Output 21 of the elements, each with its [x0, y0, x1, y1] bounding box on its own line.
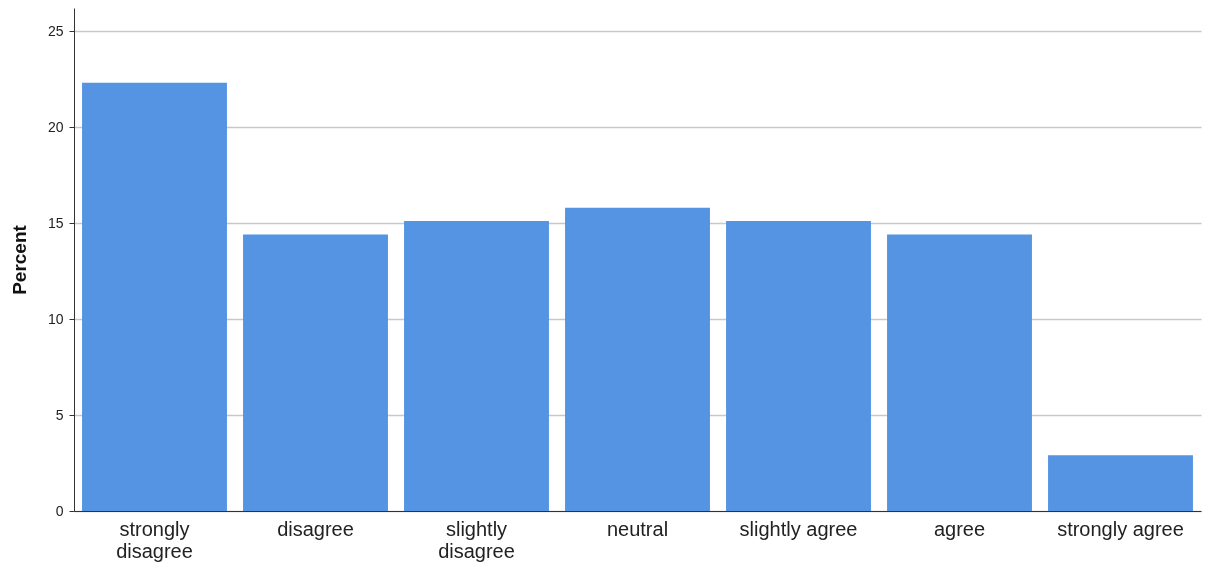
bar	[82, 82, 227, 511]
y-tick-label: 0	[55, 502, 64, 519]
x-tick-label: strongly disagree	[116, 517, 193, 562]
y-tick-label: 10	[47, 310, 64, 327]
x-tick-label: disagree	[277, 517, 354, 540]
y-axis-title: Percent	[8, 224, 30, 295]
x-tick-label: neutral	[606, 517, 669, 540]
y-tick-label: 15	[47, 214, 64, 231]
bar	[243, 234, 388, 511]
bar	[1048, 455, 1193, 511]
bar	[404, 221, 549, 511]
y-tick-label: 25	[47, 22, 64, 39]
x-tick-label: agree	[933, 517, 986, 540]
x-tick-label: strongly agree	[1057, 517, 1184, 540]
bar	[726, 221, 871, 511]
bar	[565, 207, 710, 511]
y-tick-label: 5	[55, 406, 64, 423]
bar	[887, 234, 1032, 511]
x-tick-label: slightly agree	[739, 517, 858, 540]
y-tick-label: 20	[47, 118, 64, 135]
x-tick-label: slightly disagree	[438, 517, 515, 562]
